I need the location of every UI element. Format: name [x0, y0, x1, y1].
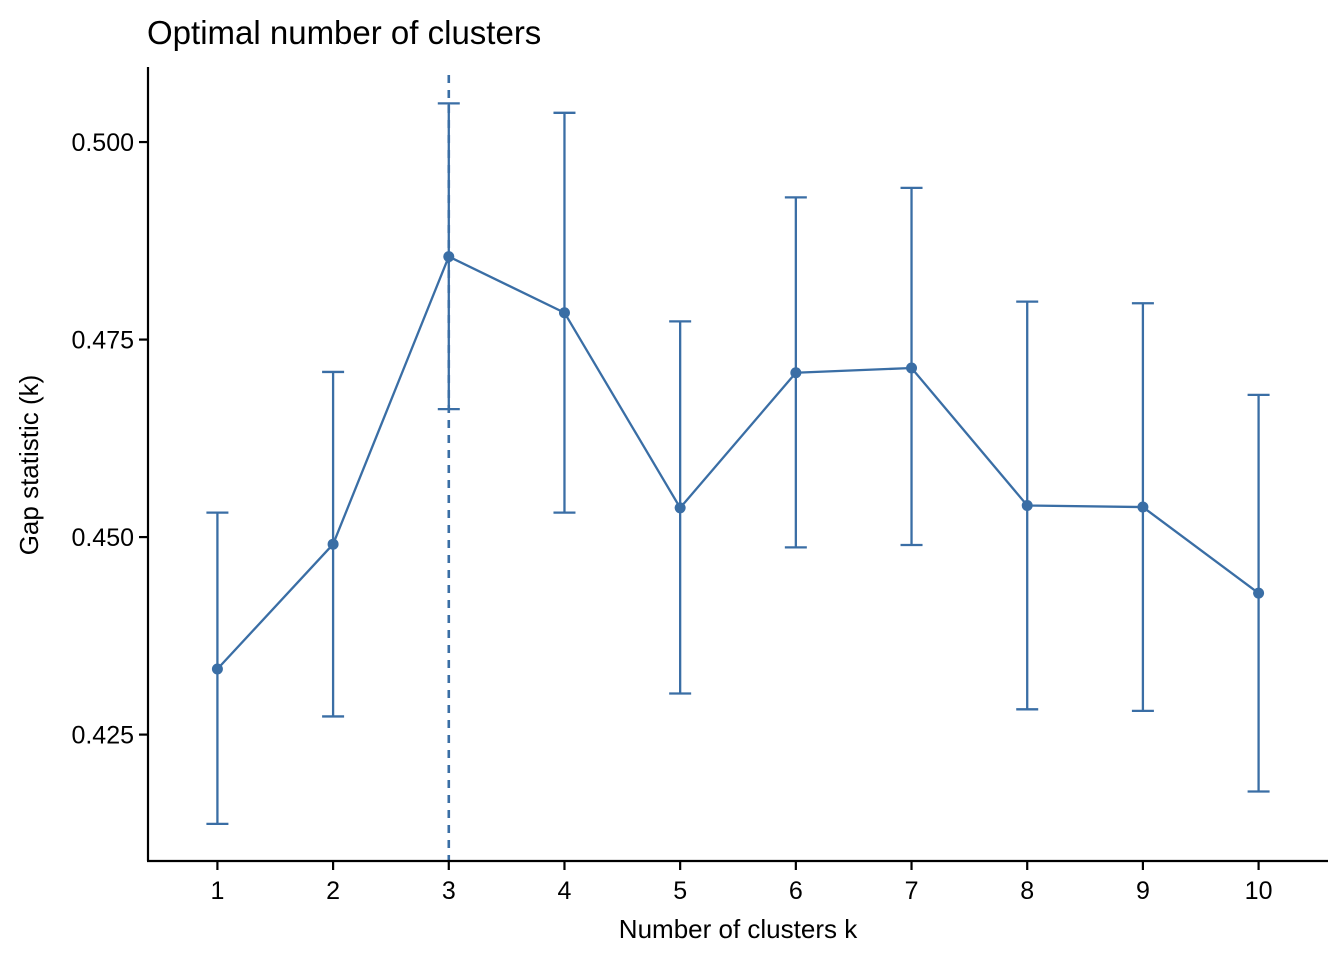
data-point-k6: [790, 367, 802, 379]
x-tick-label: 9: [1136, 877, 1150, 905]
data-point-k10: [1253, 587, 1265, 599]
data-point-k1: [211, 663, 223, 675]
y-axis-title: Gap statistic (k): [14, 375, 44, 556]
y-tick-label: 0.500: [71, 129, 134, 157]
y-tick-label: 0.425: [71, 722, 134, 750]
x-tick-label: 5: [673, 877, 687, 905]
data-point-k4: [558, 307, 570, 319]
x-tick-label: 1: [210, 877, 224, 905]
x-tick-label: 4: [558, 877, 572, 905]
data-point-k2: [327, 538, 339, 550]
y-tick-label: 0.475: [71, 327, 134, 355]
x-tick-label: 8: [1020, 877, 1034, 905]
x-tick-label: 7: [905, 877, 919, 905]
data-point-k3: [443, 251, 455, 263]
data-point-k5: [674, 502, 686, 514]
data-point-k7: [906, 362, 918, 374]
x-tick-label: 6: [789, 877, 803, 905]
x-axis-title: Number of clusters k: [619, 914, 858, 944]
chart-title: Optimal number of clusters: [147, 14, 541, 51]
x-tick-label: 10: [1245, 877, 1273, 905]
series-line: [216, 255, 1260, 670]
axes: 1 2 3 4 5 6 7 8 9 10 0.425 0.450 0.475 0.500: [71, 129, 1272, 905]
plot-area: [206, 75, 1270, 861]
x-tick-label: 3: [442, 877, 456, 905]
data-point-k9: [1137, 501, 1149, 513]
y-tick-label: 0.450: [71, 524, 134, 552]
data-point-k8: [1021, 499, 1033, 511]
x-tick-label: 2: [326, 877, 340, 905]
